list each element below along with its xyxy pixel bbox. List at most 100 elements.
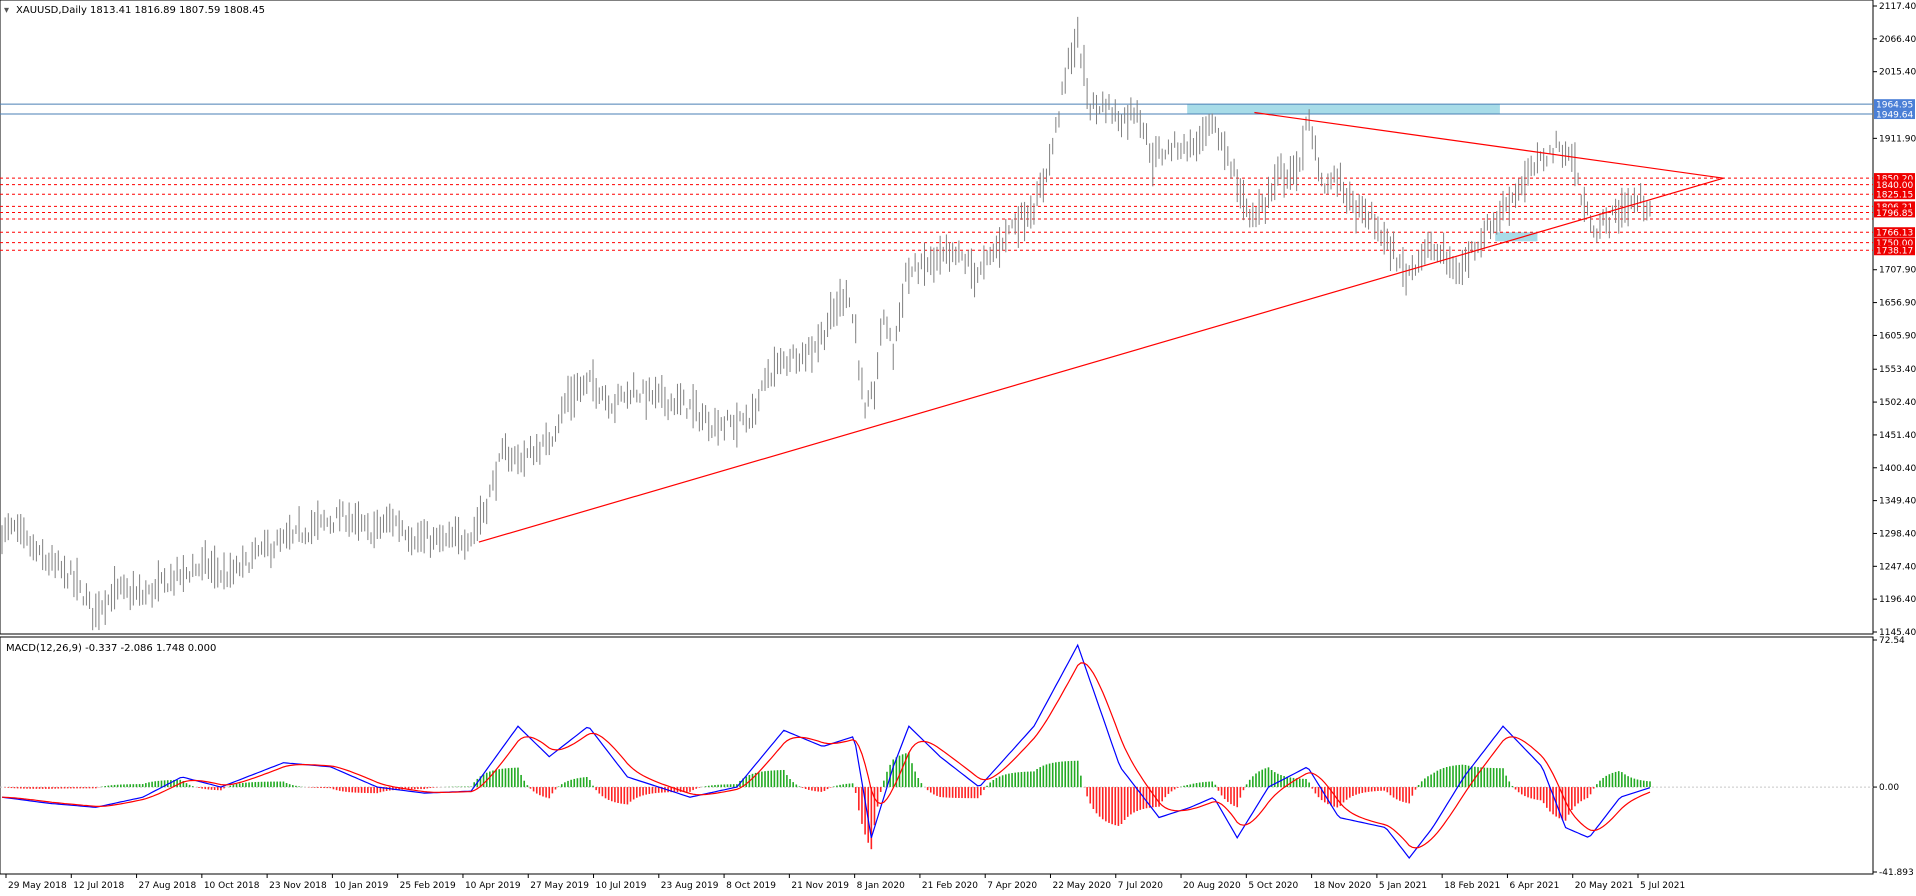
macd-hist-bar xyxy=(1270,770,1273,788)
macd-hist-bar xyxy=(801,787,804,788)
macd-hist-bar xyxy=(1236,787,1239,808)
macd-hist-bar xyxy=(7,787,10,788)
macd-hist-bar xyxy=(345,787,347,792)
macd-hist-bar xyxy=(1283,776,1285,788)
macd-hist-bar xyxy=(1158,787,1160,807)
macd-hist-bar xyxy=(1433,772,1436,788)
macd-hist-bar xyxy=(235,784,238,788)
macd-hist-bar xyxy=(379,787,382,793)
macd-hist-bar xyxy=(141,784,144,788)
macd-hist-bar xyxy=(48,787,50,789)
macd-hist-bar xyxy=(395,787,397,790)
macd-hist-bar xyxy=(939,787,941,798)
macd-hist-bar xyxy=(367,787,369,794)
macd-hist-bar xyxy=(1364,787,1367,793)
macd-hist-bar xyxy=(542,787,544,797)
macd-hist-bar xyxy=(1273,772,1276,788)
macd-hist-bar xyxy=(1048,763,1051,788)
macd-hist-bar xyxy=(736,784,738,788)
macd-hist-bar xyxy=(1399,787,1401,801)
macd-hist-bar xyxy=(1167,787,1170,794)
macd-hist-bar xyxy=(651,787,654,794)
macd-hist-bar xyxy=(507,768,510,788)
macd-hist-bar xyxy=(1139,787,1142,810)
macd-hist-bar xyxy=(1630,777,1633,788)
time-tick-label: 12 Jul 2018 xyxy=(73,881,124,891)
macd-hist-bar xyxy=(532,787,535,792)
macd-hist-bar xyxy=(629,787,632,802)
time-tick-label: 25 Feb 2019 xyxy=(400,881,456,891)
macd-hist-bar xyxy=(1395,787,1398,800)
macd-hist-bar xyxy=(207,787,210,790)
macd-hist-bar xyxy=(1621,772,1623,788)
macd-hist-bar xyxy=(245,782,247,788)
macd-hist-bar xyxy=(673,787,676,793)
macd-hist-bar xyxy=(254,782,257,788)
macd-hist-bar xyxy=(335,787,338,791)
macd-hist-bar xyxy=(573,778,576,788)
macd-hist-bar xyxy=(1614,771,1617,788)
macd-hist-bar xyxy=(82,787,85,789)
macd-hist-bar xyxy=(1264,768,1267,788)
macd-hist-bar xyxy=(1111,787,1113,825)
macd-hist-bar xyxy=(964,787,966,799)
macd-hist-bar xyxy=(73,787,75,789)
macd-hist-bar xyxy=(1377,787,1379,791)
macd-hist-bar xyxy=(582,777,585,788)
macd-hist-bar xyxy=(79,787,81,789)
macd-hist-bar xyxy=(995,778,998,788)
macd-hist-bar xyxy=(157,780,160,788)
zone-0 xyxy=(1187,104,1500,115)
macd-hist-bar xyxy=(185,783,188,788)
macd-hist-bar xyxy=(1402,787,1404,802)
macd-hist-bar xyxy=(13,787,16,789)
macd-hist-bar xyxy=(967,787,970,799)
price-tag-label: 1840.00 xyxy=(1876,181,1913,191)
macd-hist-bar xyxy=(1592,787,1595,789)
macd-hist-bar xyxy=(1008,773,1010,788)
macd-hist-bar xyxy=(732,784,735,788)
price-tick-label: 2066.40 xyxy=(1879,35,1916,45)
macd-hist-bar xyxy=(936,787,938,796)
macd-hist-bar xyxy=(535,787,538,794)
macd-pane[interactable]: 72.54 0.00 -41.893 MACD(12,26,9) -0.337 -2… xyxy=(0,636,1914,878)
macd-hist-bar xyxy=(1580,787,1583,802)
macd-hist-bar xyxy=(1030,771,1032,788)
dropdown-arrow-icon[interactable]: ▾ xyxy=(4,5,9,16)
macd-hist-bar xyxy=(1549,787,1551,812)
macd-pane-frame xyxy=(0,636,1874,875)
macd-hist-bar xyxy=(867,787,870,843)
macd-hist-bar xyxy=(610,787,613,802)
price-pane-frame xyxy=(0,0,1874,635)
macd-hist-bar xyxy=(1617,771,1620,788)
macd-hist-bar xyxy=(1436,770,1439,788)
macd-hist-bar xyxy=(851,783,854,788)
time-tick-label: 23 Nov 2018 xyxy=(269,881,327,891)
macd-hist-bar xyxy=(110,785,113,788)
macd-hist-bar xyxy=(1051,762,1054,788)
time-axis: 29 May 2018 12 Jul 2018 27 Aug 2018 10 Oct … xyxy=(5,874,1685,891)
macd-tick-label: 0.00 xyxy=(1879,783,1899,793)
macd-hist-bar xyxy=(1042,765,1045,788)
price-tag-box xyxy=(1874,237,1915,248)
macd-hist-bar xyxy=(1173,787,1176,790)
macd-hist-bar xyxy=(1098,787,1101,817)
macd-hist-bar xyxy=(1086,787,1088,797)
price-axis: 2117.40 2066.40 2015.40 1911.90 1707.90 1656.… xyxy=(1873,2,1916,638)
macd-hist-bar xyxy=(1011,773,1013,788)
macd-hist-bar xyxy=(1298,778,1301,788)
macd-hist-bar xyxy=(1489,767,1492,788)
macd-hist-bar xyxy=(598,787,601,794)
price-pane[interactable]: 2117.40 2066.40 2015.40 1911.90 1707.90 1656.… xyxy=(0,0,1916,638)
macd-hist-bar xyxy=(554,787,557,790)
macd-hist-bar xyxy=(1286,776,1289,788)
time-tick-label: 10 Oct 2018 xyxy=(204,881,260,891)
macd-hist-bar xyxy=(317,787,319,788)
macd-hist-bar xyxy=(1076,760,1079,788)
macd-hist-bar xyxy=(1589,787,1592,795)
time-tick-label: 27 Aug 2018 xyxy=(139,881,197,891)
macd-hist-bar xyxy=(1220,787,1223,796)
macd-hist-bar xyxy=(636,787,638,798)
macd-hist-bar xyxy=(607,787,610,800)
